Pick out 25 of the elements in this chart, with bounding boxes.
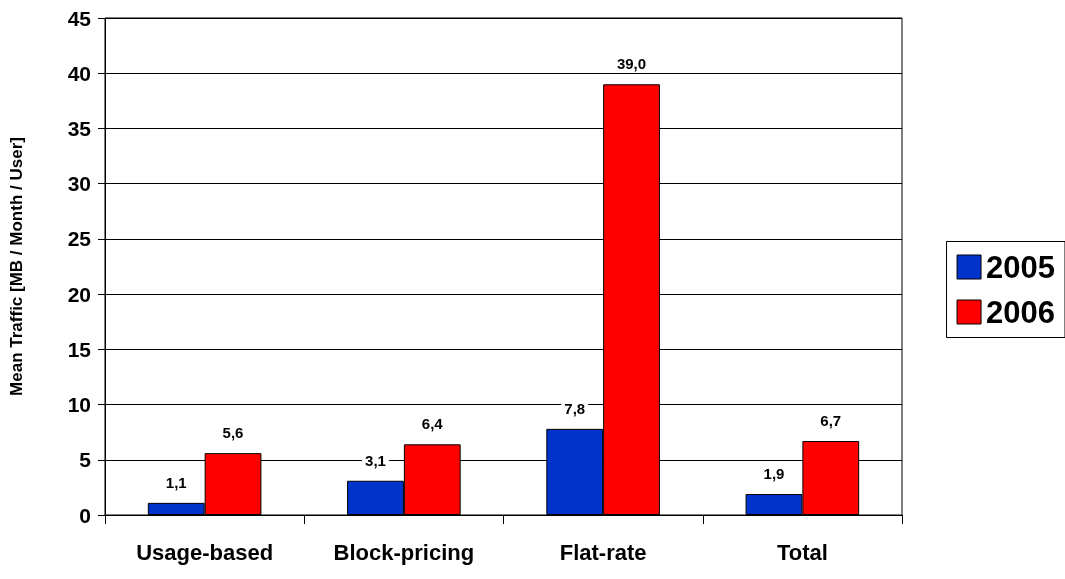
- data-label: 1,1: [165, 473, 187, 491]
- y-tick-label: 30: [67, 172, 91, 196]
- y-tick-label: 5: [79, 448, 92, 472]
- y-tick-label: 10: [67, 393, 91, 417]
- legend-label: 2005: [986, 249, 1056, 285]
- y-tick-label: 20: [67, 282, 91, 306]
- y-tick-label: 15: [67, 337, 92, 361]
- y-tick-label: 35: [67, 116, 92, 140]
- x-tick-label: Flat-rate: [559, 539, 647, 565]
- data-label: 3,1: [365, 451, 386, 469]
- legend-label: 2006: [986, 294, 1056, 330]
- x-tick-label: Total: [776, 539, 828, 565]
- y-tick-label: 40: [67, 61, 91, 85]
- data-label: 5,6: [222, 424, 244, 442]
- y-tick-label: 25: [67, 227, 92, 251]
- data-label: 6,7: [820, 412, 842, 429]
- data-label: 1,9: [763, 465, 785, 483]
- x-tick-label: Usage-based: [136, 539, 274, 565]
- data-label: 39,0: [616, 55, 647, 73]
- data-label: 6,4: [421, 415, 444, 433]
- x-tick-label: Block-pricing: [333, 539, 475, 565]
- y-tick-label: 0: [79, 503, 91, 527]
- y-axis-title: Mean Traffic [MB / Month / User]: [7, 137, 26, 396]
- y-tick-label: 45: [67, 6, 92, 30]
- data-label: 7,8: [564, 399, 586, 417]
